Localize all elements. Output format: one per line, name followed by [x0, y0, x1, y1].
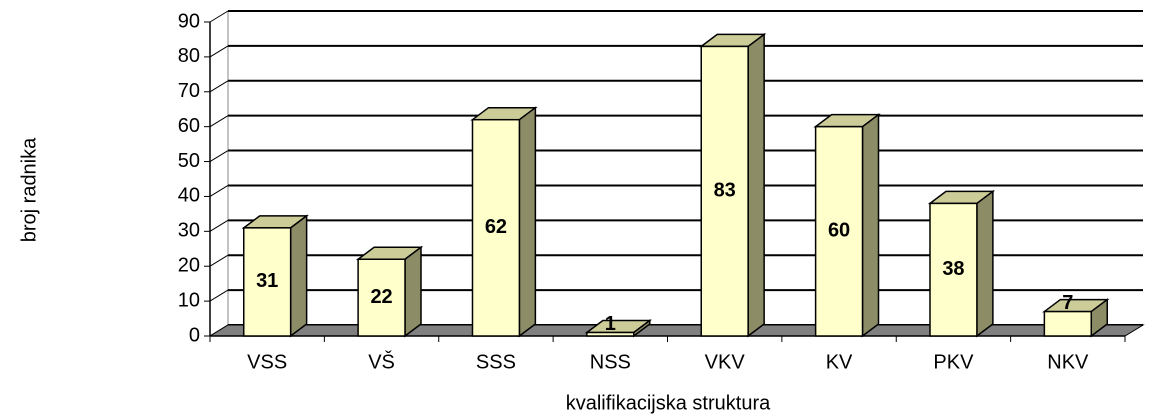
wall-diag [209, 45, 229, 58]
bar-front [814, 125, 864, 337]
x-axis-title: kvalifikacijska struktura [566, 392, 771, 414]
bar-front [471, 118, 521, 337]
value-label: 83 [714, 179, 736, 201]
y-tick-label: 0 [189, 324, 200, 346]
wall-diag [209, 115, 229, 128]
y-tick-label: 70 [178, 80, 200, 102]
bar-side [518, 106, 537, 338]
wall-diag [209, 254, 229, 267]
wall-diag [209, 80, 229, 93]
x-tick-label: KV [826, 351, 853, 373]
y-tick-label: 60 [178, 115, 200, 137]
bar-front [929, 202, 978, 337]
bar-side [976, 189, 994, 338]
wall-diag [209, 10, 229, 23]
wall-diag [209, 219, 229, 232]
y-tick-label: 20 [178, 255, 200, 277]
bar [355, 245, 424, 338]
floor [208, 324, 1145, 337]
value-label: 62 [485, 216, 507, 238]
bar [698, 32, 767, 338]
y-tick-label: 50 [178, 150, 200, 172]
y-tick-label: 90 [178, 10, 200, 32]
y-tick-label: 10 [178, 289, 200, 311]
x-tick-label: SSS [476, 351, 516, 373]
x-tick-label: VSS [247, 351, 287, 373]
y-tick-label: 80 [178, 45, 200, 67]
y-tick-label: 30 [178, 220, 200, 242]
x-tick-label: VŠ [368, 350, 395, 373]
bar [927, 189, 996, 338]
value-label: 31 [256, 270, 278, 292]
value-label: 1 [605, 313, 616, 335]
bar [1042, 298, 1110, 338]
bar-front [357, 258, 406, 337]
y-axis-title: broj radnika [18, 137, 40, 242]
x-tick-label: PKV [933, 351, 974, 373]
bar-front [586, 331, 635, 337]
bar-side [861, 113, 880, 338]
bar-side [289, 214, 308, 338]
bar-front [700, 45, 749, 337]
value-label: 7 [1062, 292, 1073, 314]
wall-diag [209, 185, 229, 197]
wall-diag [209, 150, 229, 162]
bar-front [242, 227, 292, 337]
value-label: 60 [828, 220, 850, 242]
bar [241, 214, 309, 338]
bar-side [404, 245, 422, 338]
bar [470, 106, 538, 338]
x-tick-label: VKV [705, 351, 746, 373]
bar [813, 113, 881, 338]
bar-front [1043, 310, 1093, 337]
bar-side [747, 32, 765, 338]
value-label: 22 [370, 286, 392, 308]
x-tick-label: NKV [1047, 351, 1089, 373]
value-label: 38 [942, 258, 964, 280]
wall-diag [209, 289, 229, 302]
y-tick-label: 40 [178, 185, 200, 207]
x-tick-label: NSS [590, 351, 631, 373]
bar [584, 319, 653, 338]
